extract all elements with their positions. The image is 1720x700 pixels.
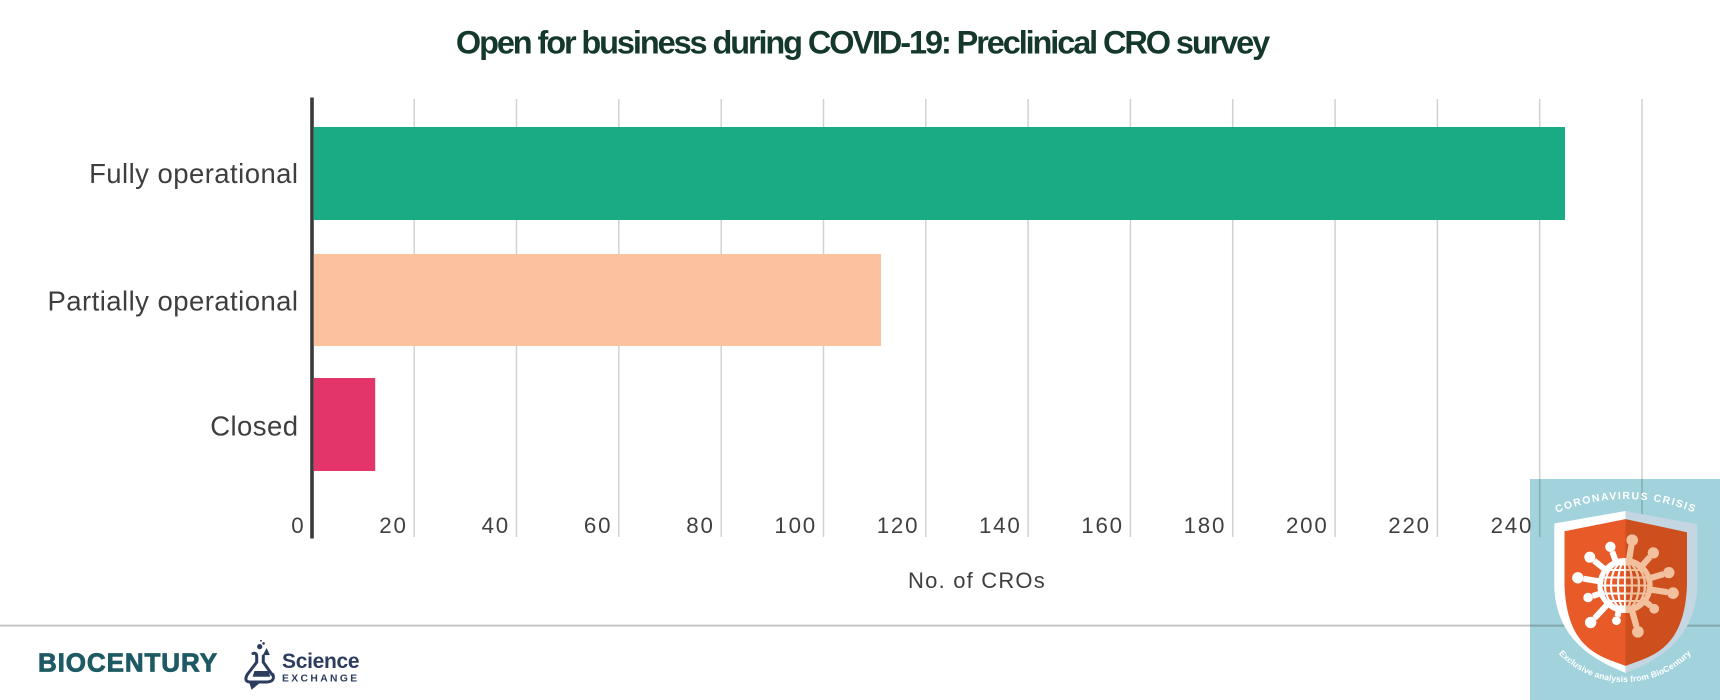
svg-text:BIOCENTURY: BIOCENTURY	[38, 647, 218, 677]
svg-text:220: 220	[1388, 513, 1431, 538]
svg-text:240: 240	[1491, 513, 1534, 538]
svg-text:0: 0	[291, 513, 305, 538]
svg-text:20: 20	[379, 513, 407, 538]
svg-text:Science: Science	[282, 650, 359, 673]
svg-text:120: 120	[877, 513, 920, 538]
svg-text:100: 100	[774, 513, 817, 538]
svg-text:Closed: Closed	[210, 411, 298, 442]
svg-text:60: 60	[584, 513, 612, 538]
svg-text:140: 140	[979, 513, 1022, 538]
svg-text:No. of CROs: No. of CROs	[908, 568, 1046, 593]
svg-text:Partially operational: Partially operational	[48, 286, 299, 317]
svg-text:Fully operational: Fully operational	[89, 158, 298, 189]
svg-text:Open for business during COVID: Open for business during COVID-19: Precl…	[456, 25, 1270, 61]
svg-text:40: 40	[482, 513, 510, 538]
svg-text:180: 180	[1184, 513, 1227, 538]
svg-text:200: 200	[1286, 513, 1329, 538]
svg-text:80: 80	[686, 513, 714, 538]
svg-text:EXCHANGE: EXCHANGE	[282, 674, 360, 685]
svg-text:160: 160	[1081, 513, 1124, 538]
